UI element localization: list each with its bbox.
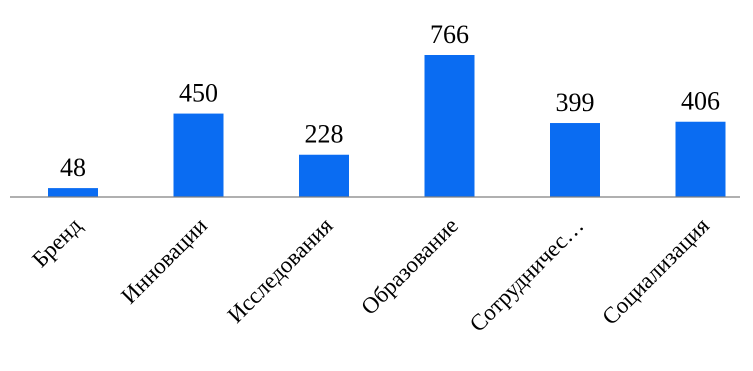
bar-value-label: 228 <box>305 120 344 149</box>
value-labels-group: 48 450 228 766 399 406 <box>60 20 720 182</box>
bar-value-label: 48 <box>60 153 86 182</box>
bars-group <box>48 55 726 197</box>
bar-value-label: 399 <box>556 88 595 117</box>
x-tick-label: Сотрудничес… <box>465 213 589 337</box>
category-labels-group: Бренд Инновации Исследования Образование Сот… <box>27 213 714 337</box>
bar-value-label: 450 <box>179 79 218 108</box>
x-tick-label: Инновации <box>116 213 212 309</box>
bar <box>550 123 600 197</box>
bar <box>299 154 349 197</box>
bar <box>424 55 475 197</box>
bar-value-label: 766 <box>430 20 469 49</box>
x-tick-label: Бренд <box>27 213 87 273</box>
x-tick-label: Исследования <box>223 213 338 328</box>
x-tick-label: Образование <box>356 213 463 320</box>
x-tick-label: Социализация <box>597 213 714 330</box>
bar <box>48 188 98 197</box>
bar-value-label: 406 <box>681 87 720 116</box>
bar <box>173 113 224 197</box>
bar <box>675 121 726 197</box>
